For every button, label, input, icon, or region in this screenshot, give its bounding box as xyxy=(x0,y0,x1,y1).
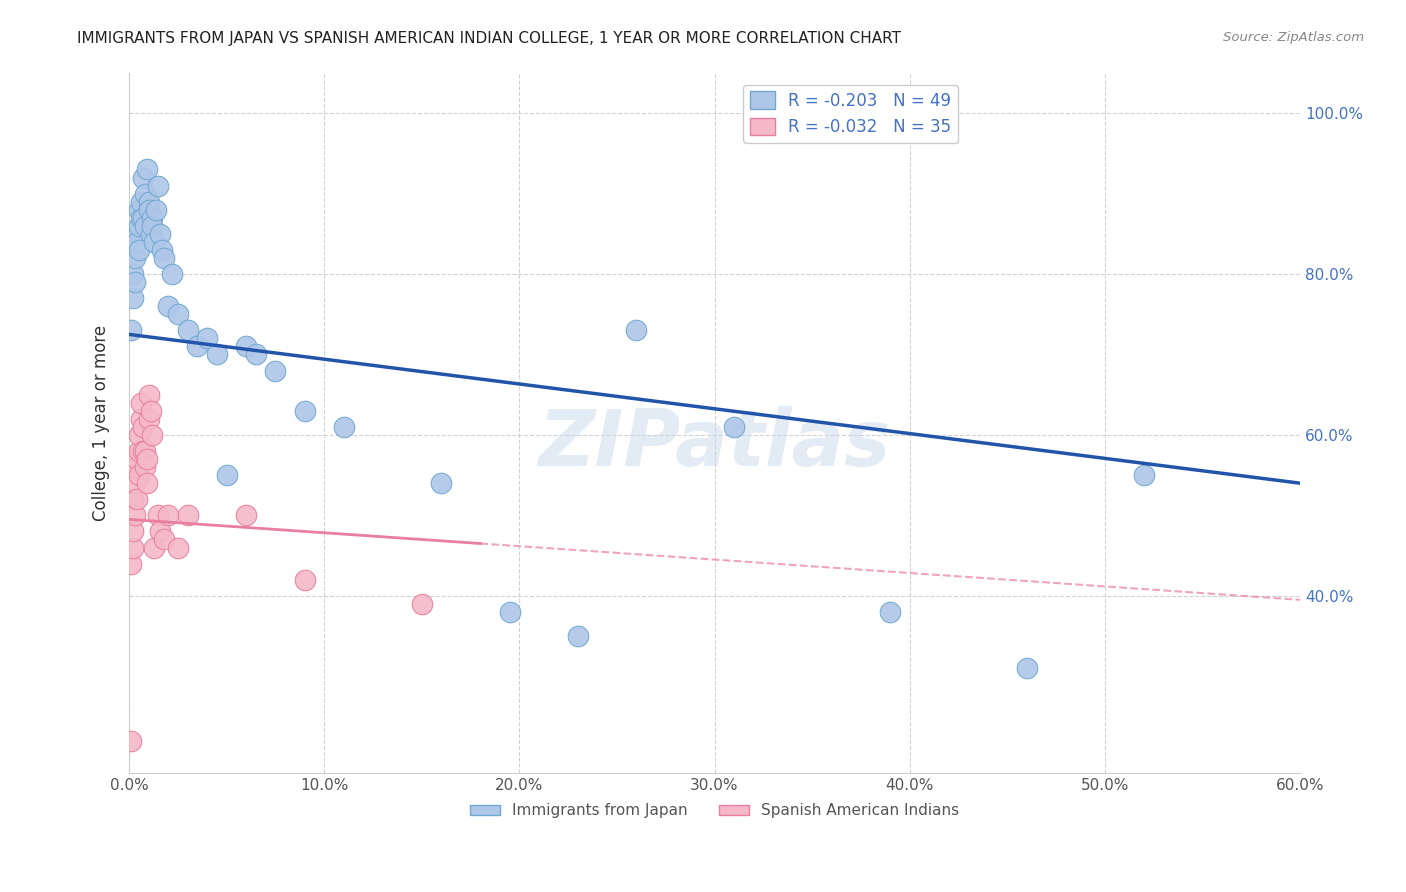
Point xyxy=(567,629,589,643)
Point xyxy=(160,267,183,281)
Point xyxy=(157,508,180,523)
Point xyxy=(150,243,173,257)
Point xyxy=(125,227,148,241)
Point xyxy=(128,243,150,257)
Point xyxy=(138,194,160,209)
Point xyxy=(626,323,648,337)
Text: ZIPatlas: ZIPatlas xyxy=(538,406,890,482)
Point xyxy=(134,186,156,201)
Point xyxy=(135,162,157,177)
Point xyxy=(176,323,198,337)
Point xyxy=(134,460,156,475)
Point xyxy=(149,524,172,539)
Text: Source: ZipAtlas.com: Source: ZipAtlas.com xyxy=(1223,31,1364,45)
Point xyxy=(167,307,190,321)
Point xyxy=(128,428,150,442)
Point xyxy=(132,444,155,458)
Point xyxy=(138,412,160,426)
Point xyxy=(125,492,148,507)
Point xyxy=(134,444,156,458)
Point xyxy=(145,202,167,217)
Point xyxy=(124,476,146,491)
Point xyxy=(153,533,176,547)
Point xyxy=(235,339,257,353)
Point xyxy=(1133,468,1156,483)
Point xyxy=(138,202,160,217)
Point xyxy=(167,541,190,555)
Point xyxy=(430,476,453,491)
Point xyxy=(157,299,180,313)
Point xyxy=(124,275,146,289)
Point xyxy=(141,219,163,233)
Point xyxy=(124,460,146,475)
Point xyxy=(294,573,316,587)
Point xyxy=(332,420,354,434)
Point xyxy=(723,420,745,434)
Point xyxy=(1015,661,1038,675)
Point xyxy=(120,557,142,571)
Text: IMMIGRANTS FROM JAPAN VS SPANISH AMERICAN INDIAN COLLEGE, 1 YEAR OR MORE CORRELA: IMMIGRANTS FROM JAPAN VS SPANISH AMERICA… xyxy=(77,31,901,46)
Y-axis label: College, 1 year or more: College, 1 year or more xyxy=(93,325,110,521)
Point xyxy=(148,178,170,193)
Point xyxy=(143,235,166,249)
Point xyxy=(148,508,170,523)
Point xyxy=(122,541,145,555)
Point xyxy=(122,267,145,281)
Point xyxy=(120,323,142,337)
Point xyxy=(205,347,228,361)
Point xyxy=(411,597,433,611)
Point xyxy=(294,404,316,418)
Point xyxy=(141,428,163,442)
Point xyxy=(141,211,163,225)
Point xyxy=(132,211,155,225)
Point xyxy=(122,492,145,507)
Point xyxy=(176,508,198,523)
Point xyxy=(139,227,162,241)
Point xyxy=(245,347,267,361)
Point xyxy=(235,508,257,523)
Point xyxy=(128,444,150,458)
Point xyxy=(122,524,145,539)
Point xyxy=(138,387,160,401)
Point xyxy=(132,170,155,185)
Point xyxy=(143,541,166,555)
Point xyxy=(129,396,152,410)
Point xyxy=(149,227,172,241)
Point xyxy=(195,331,218,345)
Point xyxy=(128,219,150,233)
Point xyxy=(139,404,162,418)
Point xyxy=(264,363,287,377)
Point xyxy=(879,605,901,619)
Point xyxy=(135,476,157,491)
Legend: Immigrants from Japan, Spanish American Indians: Immigrants from Japan, Spanish American … xyxy=(464,797,966,824)
Point xyxy=(153,251,176,265)
Point xyxy=(125,452,148,467)
Point xyxy=(128,468,150,483)
Point xyxy=(120,733,142,747)
Point xyxy=(128,202,150,217)
Point xyxy=(498,605,520,619)
Point xyxy=(129,194,152,209)
Point xyxy=(135,452,157,467)
Point xyxy=(122,291,145,305)
Point xyxy=(186,339,208,353)
Point xyxy=(132,420,155,434)
Point xyxy=(134,219,156,233)
Point xyxy=(129,412,152,426)
Point xyxy=(124,251,146,265)
Point xyxy=(215,468,238,483)
Point xyxy=(124,508,146,523)
Point xyxy=(125,235,148,249)
Point xyxy=(129,211,152,225)
